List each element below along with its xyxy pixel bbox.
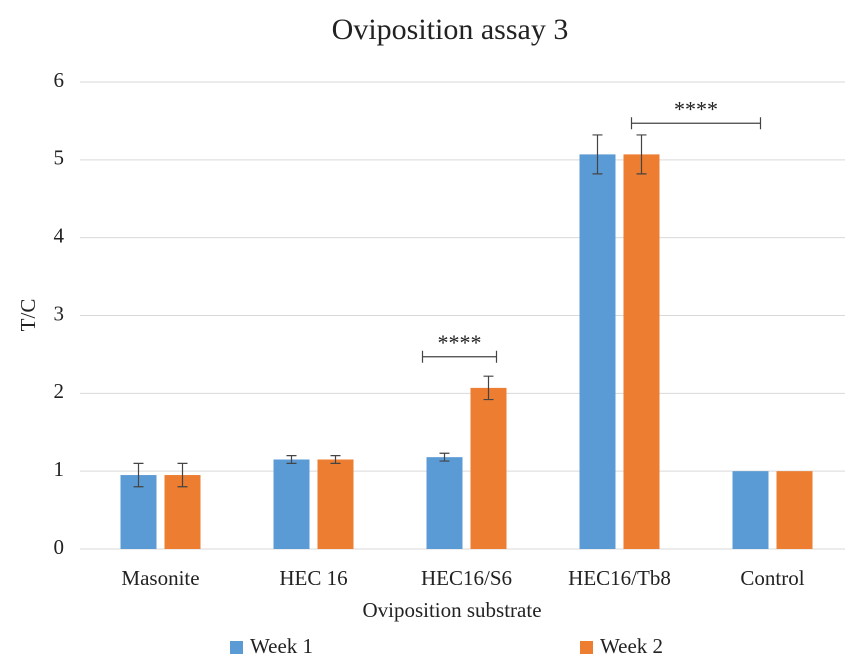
y-tick-label: 6 bbox=[54, 68, 65, 92]
bar bbox=[273, 459, 310, 549]
bar bbox=[470, 387, 507, 549]
x-tick-label: Control bbox=[740, 566, 804, 590]
y-tick-label: 2 bbox=[54, 379, 65, 403]
y-tick-label: 1 bbox=[54, 457, 65, 481]
error-bar bbox=[439, 452, 450, 462]
error-bar bbox=[592, 134, 603, 175]
bar bbox=[732, 471, 769, 549]
error-bar bbox=[483, 375, 494, 401]
x-axis-label: Oviposition substrate bbox=[362, 598, 541, 622]
bar bbox=[623, 154, 660, 549]
y-tick-label: 4 bbox=[54, 223, 65, 247]
y-tick-label: 5 bbox=[54, 146, 65, 170]
legend-label: Week 1 bbox=[250, 634, 313, 658]
chart-title: Oviposition assay 3 bbox=[332, 13, 569, 46]
error-bar bbox=[636, 134, 647, 175]
x-tick-label: Masonite bbox=[121, 566, 199, 590]
y-axis-label: T/C bbox=[16, 299, 40, 332]
bar bbox=[120, 475, 157, 549]
bar bbox=[579, 154, 616, 549]
annotation: **** bbox=[674, 96, 718, 121]
x-tick-label: HEC16/Tb8 bbox=[568, 566, 671, 590]
x-tick-label: HEC 16 bbox=[279, 566, 347, 590]
significance-bracket bbox=[630, 117, 762, 130]
bar bbox=[317, 459, 354, 549]
error-bar bbox=[330, 455, 341, 464]
y-tick-label: 0 bbox=[54, 535, 65, 559]
bar bbox=[164, 475, 201, 549]
error-bar bbox=[286, 455, 297, 464]
bar bbox=[426, 457, 463, 549]
legend-label: Week 2 bbox=[600, 634, 663, 658]
significance-bracket bbox=[421, 350, 498, 363]
error-bar bbox=[177, 462, 188, 488]
legend-swatch bbox=[230, 641, 243, 654]
legend-swatch bbox=[580, 641, 593, 654]
error-bar bbox=[133, 462, 144, 488]
annotation: **** bbox=[438, 330, 482, 355]
y-tick-label: 3 bbox=[54, 301, 65, 325]
bar bbox=[776, 471, 813, 549]
x-tick-label: HEC16/S6 bbox=[421, 566, 512, 590]
